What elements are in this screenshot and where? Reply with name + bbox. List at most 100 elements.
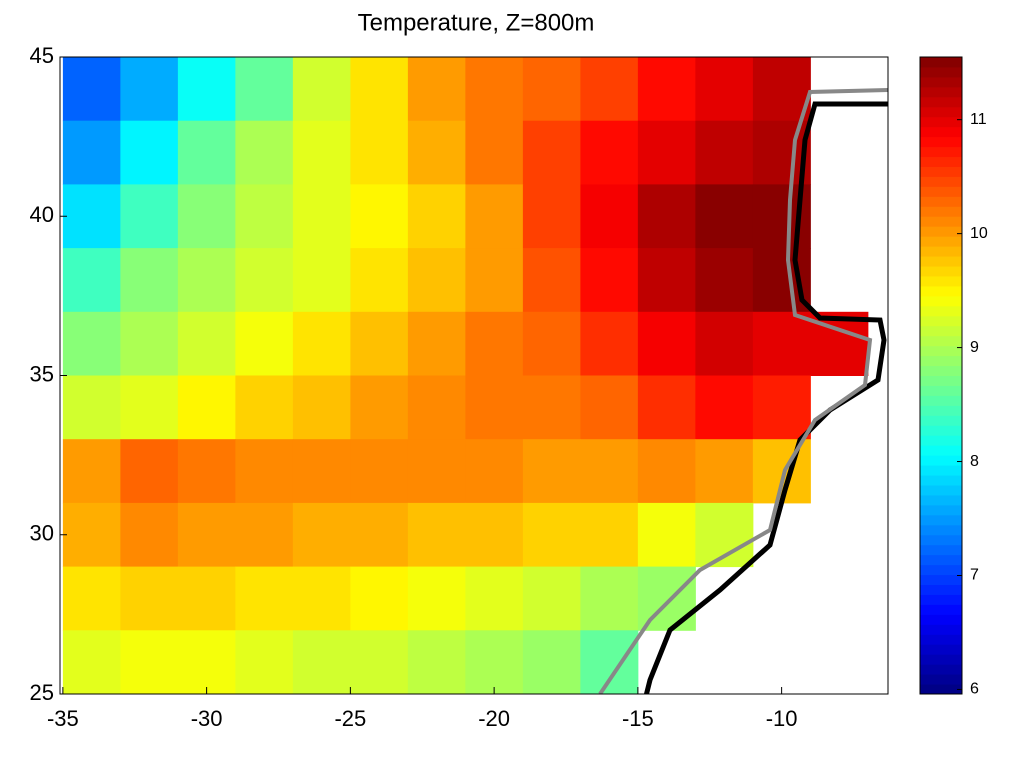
- cell: [235, 502, 294, 568]
- colorbar-swatch: [920, 375, 962, 386]
- colorbar-swatch: [920, 594, 962, 605]
- colorbar-swatch: [920, 216, 962, 227]
- cell: [350, 57, 409, 122]
- shelf-line: [598, 88, 888, 694]
- cell: [407, 248, 466, 313]
- colorbar-swatch: [920, 494, 962, 506]
- cell: [177, 311, 236, 376]
- cell: [62, 566, 121, 631]
- cell: [235, 248, 294, 313]
- cell: [235, 311, 294, 376]
- colorbar-swatch: [920, 644, 962, 655]
- cell: [177, 439, 236, 504]
- cell: [637, 120, 696, 185]
- cell: [465, 439, 524, 504]
- cell: [695, 311, 754, 376]
- cell: [120, 184, 179, 249]
- x-tick-label: -30: [191, 706, 223, 731]
- colorbar-swatch: [920, 465, 962, 476]
- colorbar-swatch: [920, 385, 962, 396]
- cell: [177, 630, 236, 694]
- cell: [465, 184, 524, 249]
- cell: [522, 439, 581, 504]
- colorbar-swatch: [920, 514, 962, 526]
- cell: [177, 375, 236, 440]
- cell: [292, 311, 351, 376]
- colorbar-swatch: [920, 146, 962, 158]
- colorbar-swatch: [920, 295, 962, 307]
- cell: [292, 248, 351, 313]
- colorbar-swatch: [920, 236, 962, 247]
- y-tick-label: 30: [30, 521, 54, 546]
- colorbar-swatch: [920, 624, 962, 635]
- colorbar-swatch: [920, 246, 962, 257]
- colorbar-swatch: [920, 674, 962, 685]
- colorbar-swatch: [920, 684, 962, 695]
- cell: [752, 57, 811, 122]
- cell: [292, 57, 351, 122]
- colorbar-tick-label: 9: [970, 339, 979, 356]
- cell: [177, 120, 236, 185]
- cell: [522, 566, 581, 631]
- cell: [522, 502, 581, 568]
- cell: [177, 184, 236, 249]
- colorbar-swatch: [920, 335, 962, 347]
- colorbar-swatch: [920, 226, 962, 237]
- cell: [695, 439, 754, 504]
- cell: [292, 566, 351, 631]
- cell: [522, 375, 581, 440]
- cell: [637, 439, 696, 504]
- colorbar-swatch: [920, 266, 962, 277]
- colorbar-swatch: [920, 285, 962, 297]
- colorbar-swatch: [920, 455, 962, 466]
- colorbar-swatch: [920, 484, 962, 496]
- cell: [465, 248, 524, 313]
- cell: [407, 120, 466, 185]
- colorbar-tick-label: 11: [970, 111, 987, 128]
- colorbar: 6 7 8 9 10 11: [919, 56, 988, 698]
- cell: [62, 248, 121, 313]
- coast-line: [643, 101, 888, 694]
- colorbar-tick-label: 7: [970, 567, 979, 584]
- cell: [695, 248, 754, 313]
- cell: [120, 248, 179, 313]
- cell: [235, 439, 294, 504]
- cell: [695, 57, 754, 122]
- y-tick-label: 35: [30, 361, 54, 386]
- cell: [62, 375, 121, 440]
- cell: [465, 566, 524, 631]
- cell: [465, 311, 524, 376]
- cell: [292, 184, 351, 249]
- cell: [292, 120, 351, 185]
- cell: [637, 566, 696, 631]
- cell: [580, 375, 639, 440]
- cell: [177, 248, 236, 313]
- cell: [120, 375, 179, 440]
- cell: [522, 248, 581, 313]
- cell: [120, 502, 179, 568]
- x-tick-label: -35: [47, 706, 79, 731]
- cell: [637, 57, 696, 122]
- colorbar-swatch: [920, 176, 962, 187]
- cell: [120, 566, 179, 631]
- cell: [292, 439, 351, 504]
- colorbar-swatch: [920, 504, 962, 516]
- cell: [580, 502, 639, 568]
- colorbar-swatch: [920, 614, 962, 625]
- colorbar-swatch: [920, 256, 962, 267]
- cell: [120, 630, 179, 694]
- cell: [752, 375, 811, 440]
- cell: [580, 184, 639, 249]
- y-tick-label: 45: [30, 43, 54, 68]
- colorbar-tick-label: 8: [970, 453, 979, 470]
- colorbar-tick-label: 6: [970, 681, 979, 698]
- colorbar-swatch: [920, 76, 962, 88]
- coastline: [598, 88, 888, 694]
- cell: [522, 630, 581, 694]
- cell: [465, 630, 524, 694]
- cell: [350, 311, 409, 376]
- cell: [522, 57, 581, 122]
- cell: [580, 311, 639, 376]
- colorbar-swatch: [920, 654, 962, 665]
